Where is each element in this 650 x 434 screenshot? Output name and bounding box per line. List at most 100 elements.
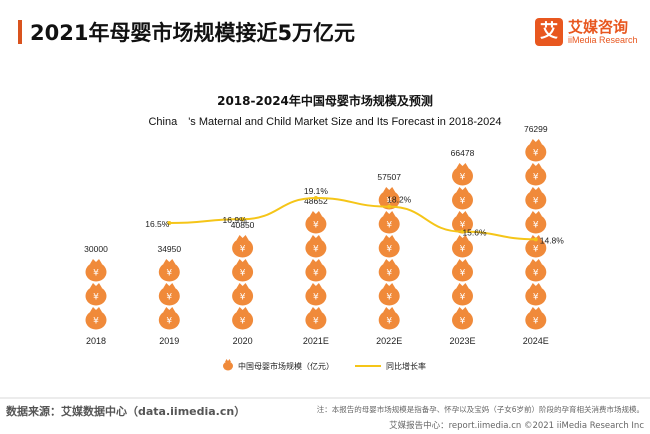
growth-rate-point: [240, 217, 245, 222]
money-bag-icon: ¥: [452, 187, 473, 210]
money-bag-icon: ¥: [525, 307, 547, 330]
money-bag-icon: ¥: [452, 211, 473, 234]
svg-text:¥: ¥: [460, 221, 466, 231]
bar-2021E: ¥ ¥ ¥ ¥ ¥: [305, 211, 327, 330]
bar-2022E: ¥ ¥ ¥ ¥ ¥ ¥: [378, 187, 400, 330]
money-bag-icon: ¥: [452, 235, 473, 258]
money-bag-icon: ¥: [305, 307, 327, 330]
legend-bag-icon: [223, 359, 233, 371]
growth-rate-point: [313, 196, 318, 200]
growth-rate-label: 14.8%: [540, 235, 565, 245]
money-bag-icon: ¥: [305, 235, 327, 258]
money-bag-icon: ¥: [452, 163, 473, 186]
bar-value-label: 57507: [377, 172, 401, 182]
chart-title: 2018-2024年中国母婴市场规模及预测: [217, 94, 433, 108]
svg-text:¥: ¥: [313, 317, 319, 327]
svg-text:¥: ¥: [93, 293, 99, 303]
bar-2023E: ¥ ¥ ¥ ¥ ¥ ¥ ¥: [452, 163, 473, 330]
brand-name-en: iiMedia Research: [568, 35, 638, 45]
bar-2019: ¥ ¥ ¥: [158, 259, 180, 330]
money-bag-icon: ¥: [305, 211, 327, 234]
svg-text:¥: ¥: [460, 197, 466, 207]
x-tick-label: 2024E: [523, 336, 549, 346]
svg-text:¥: ¥: [166, 293, 172, 303]
svg-text:¥: ¥: [533, 173, 539, 183]
bar-value-label: 30000: [84, 244, 108, 254]
money-bag-icon: ¥: [232, 235, 254, 258]
x-tick-label: 2021E: [303, 336, 329, 346]
svg-text:¥: ¥: [460, 293, 466, 303]
brand-logo-icon: 艾: [535, 18, 563, 46]
market-definition-note: 注：本报告的母婴市场规模是指备孕、怀孕以及宝妈（子女6岁前）阶段的孕育相关消费市…: [316, 405, 644, 414]
bar-2018: ¥ ¥ ¥: [85, 259, 107, 330]
report-center-credit: 艾媒报告中心：report.iimedia.cn ©2021 iiMedia R…: [389, 421, 644, 431]
bar-2024E: ¥ ¥ ¥ ¥ ¥ ¥ ¥ ¥: [525, 139, 547, 330]
money-bag-icon: ¥: [525, 139, 547, 162]
money-bag-icon: ¥: [378, 187, 400, 210]
legend-label-market-size: 中国母婴市场规模（亿元）: [238, 361, 334, 371]
money-bag-icon: ¥: [305, 283, 327, 306]
money-bag-icon: ¥: [85, 283, 107, 306]
x-tick-label: 2018: [86, 336, 106, 346]
money-bag-icon: ¥: [85, 259, 107, 282]
money-bag-icon: ¥: [232, 259, 254, 282]
growth-rate-label: 19.1%: [304, 186, 329, 196]
svg-text:¥: ¥: [533, 149, 539, 159]
bar-value-label: 40850: [231, 220, 255, 230]
svg-text:¥: ¥: [386, 197, 392, 207]
money-bag-icon: ¥: [305, 259, 327, 282]
growth-rate-label: 15.6%: [462, 228, 487, 238]
x-tick-label: 2019: [159, 336, 179, 346]
svg-text:¥: ¥: [533, 293, 539, 303]
svg-text:¥: ¥: [93, 317, 99, 327]
money-bag-icon: ¥: [452, 259, 473, 282]
money-bag-icon: ¥: [378, 235, 400, 258]
growth-rate-label: 18.2%: [387, 195, 412, 205]
growth-rate-point: [387, 204, 392, 209]
svg-text:¥: ¥: [313, 245, 319, 255]
money-bag-icon: ¥: [158, 307, 180, 330]
money-bag-icon: ¥: [525, 211, 547, 234]
money-bag-icon: ¥: [525, 187, 547, 210]
svg-text:¥: ¥: [240, 317, 246, 327]
svg-text:¥: ¥: [313, 221, 319, 231]
money-bag-icon: ¥: [452, 283, 473, 306]
svg-text:¥: ¥: [460, 317, 466, 327]
growth-rate-label: 16.5%: [145, 219, 170, 229]
money-bag-icon: ¥: [378, 259, 400, 282]
svg-text:¥: ¥: [240, 245, 246, 255]
svg-text:¥: ¥: [533, 269, 539, 279]
legend-label-growth-rate: 同比增长率: [386, 361, 426, 371]
svg-text:¥: ¥: [240, 293, 246, 303]
svg-text:¥: ¥: [386, 269, 392, 279]
growth-rate-line: [169, 196, 536, 241]
svg-text:¥: ¥: [166, 317, 172, 327]
money-bag-icon: ¥: [232, 307, 254, 330]
data-source-note: 数据来源：艾媒数据中心（data.iimedia.cn）: [6, 405, 246, 418]
svg-text:¥: ¥: [386, 221, 392, 231]
x-tick-label: 2023E: [449, 336, 475, 346]
svg-text:¥: ¥: [533, 197, 539, 207]
page-title: 2021年母婴市场规模接近5万亿元: [30, 21, 356, 45]
money-bag-icon: ¥: [232, 283, 254, 306]
svg-text:¥: ¥: [166, 269, 172, 279]
svg-text:¥: ¥: [386, 245, 392, 255]
bar-value-label: 48652: [304, 196, 328, 206]
svg-text:¥: ¥: [533, 245, 539, 255]
money-bag-icon: ¥: [378, 283, 400, 306]
money-bag-icon: ¥: [85, 307, 107, 330]
money-bag-icon: ¥: [158, 259, 180, 282]
growth-rate-point: [533, 237, 538, 242]
bar-value-label: 34950: [157, 244, 181, 254]
x-tick-label: 2020: [233, 336, 253, 346]
svg-text:¥: ¥: [240, 269, 246, 279]
svg-text:¥: ¥: [386, 293, 392, 303]
svg-text:¥: ¥: [533, 221, 539, 231]
money-bag-icon: ¥: [525, 259, 547, 282]
growth-rate-label: 16.9%: [223, 215, 248, 225]
svg-text:¥: ¥: [386, 317, 392, 327]
svg-text:¥: ¥: [313, 269, 319, 279]
growth-rate-point: [167, 221, 172, 226]
svg-text:¥: ¥: [460, 173, 466, 183]
